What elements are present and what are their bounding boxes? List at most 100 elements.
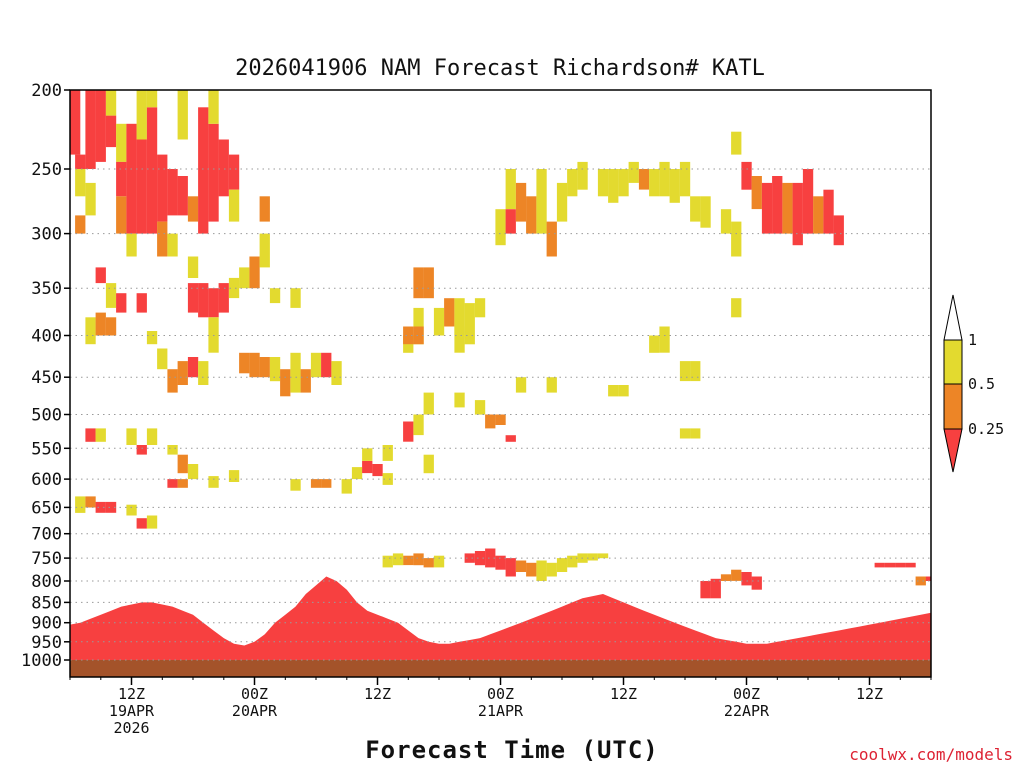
ri-cell [413,307,424,345]
ri-cell [433,555,445,568]
ri-cell [577,161,588,190]
ri-cell [392,553,404,566]
legend-bin-low [943,428,963,473]
ri-cell [280,369,291,397]
y-axis: 200 250 300 350 400 450 500 550 600 650 700 750 8008… [21,81,70,671]
ri-cell [515,560,527,572]
ri-cell [116,123,127,162]
x-tick-label: 2026 [113,719,149,737]
y-tick-label: 750 [31,549,62,569]
ri-cell [659,326,670,353]
ri-cell [249,352,260,378]
ri-cell [474,298,486,318]
ri-cell [95,501,106,513]
ri-cell [751,576,762,590]
ri-cell [85,90,96,169]
x-tick-label: 20APR [232,702,278,720]
ri-cell [228,470,240,482]
ri-cell [157,221,168,257]
ri-cell [710,578,721,599]
ri-cell [649,335,660,353]
x-tick-label: 21APR [478,702,524,720]
ri-cell [259,357,270,378]
ri-cell [597,553,609,559]
ri-cell [146,331,158,345]
ri-cell [700,196,711,228]
ri-cell [474,400,486,415]
ri-cell [505,558,516,577]
ri-cell [269,288,281,304]
cells-layer [70,90,932,660]
y-tick-label: 500 [31,406,62,426]
x-tick-label: 12Z [610,685,637,703]
ri-cell [75,496,86,513]
ri-cell [136,139,147,234]
ri-cell [95,267,106,284]
ri-cell [454,298,465,336]
ri-cell [495,414,506,425]
ri-cell [228,154,240,190]
ri-cell [505,209,516,234]
ri-cell [177,90,188,140]
ri-cell [382,473,393,485]
ri-cell [259,196,270,222]
ri-cell [187,196,199,222]
y-tick-label: 200 [31,81,62,101]
ri-cell [136,90,147,140]
y-tick-label: 850 [31,593,62,613]
ri-cell [208,123,219,222]
ri-cell [690,361,701,382]
y-tick-label: 400 [31,327,62,347]
legend-label: 0.5 [968,375,995,393]
ri-cell [85,428,96,442]
ri-cell [454,326,465,353]
ri-cell [679,361,691,382]
x-tick-label: 12Z [364,685,391,703]
y-tick-label: 900 [31,614,62,634]
ri-cell [536,169,547,234]
y-tick-label: 300 [31,225,62,245]
ri-cell [884,562,896,568]
ri-cell [802,169,814,234]
ri-cell [116,161,127,197]
ri-cell [515,377,527,393]
ri-cell [167,169,178,216]
credit-text: coolwx.com/models [849,745,1013,764]
ri-cell [259,233,270,268]
ri-cell [218,283,229,313]
ri-cell [679,428,691,439]
ri-cell [751,176,762,210]
ri-cell [526,196,537,234]
ri-cell [105,283,117,308]
ri-cell [75,215,86,234]
ri-cell [85,496,96,508]
ri-cell [495,555,506,570]
ri-cell [75,154,86,170]
ri-cell [310,352,322,378]
ri-cell [700,581,711,599]
ri-cell [208,476,219,488]
ri-cell [167,479,178,488]
ri-cell [454,392,465,408]
ri-cell [177,454,188,474]
ri-cell [423,267,434,299]
ri-cell [587,553,598,561]
ri-cell [618,385,629,397]
ri-cell [679,161,691,197]
y-tick-label: 1000 [21,651,62,671]
ri-cell [228,189,240,222]
y-tick-label: 250 [31,160,62,180]
ri-cell [167,233,178,257]
ri-cell [146,90,158,108]
ri-cell [761,182,773,234]
ri-cell [105,115,117,148]
ri-cell [403,421,414,442]
x-tick-label: 12Z [118,685,145,703]
ri-cell [249,256,260,289]
ri-cell [731,221,742,257]
legend-label: 0.25 [968,420,1004,438]
ri-cell [177,361,188,385]
ri-cell [105,90,117,116]
